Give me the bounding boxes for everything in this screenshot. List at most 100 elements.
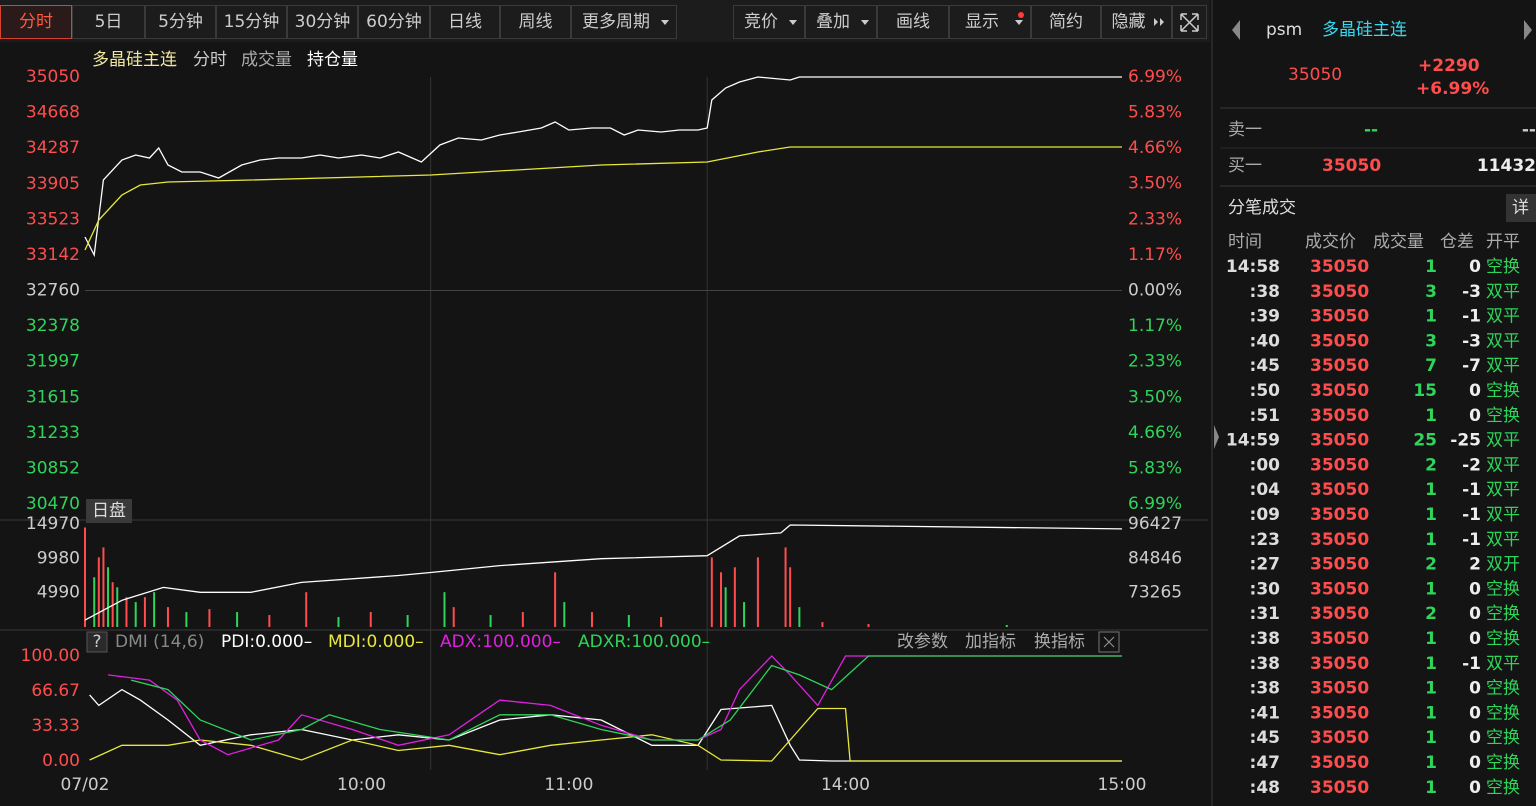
trade-type: 空换 (1486, 257, 1520, 277)
period-button[interactable] (430, 5, 500, 39)
indicator-legend: ADXR:100.000– (578, 632, 710, 652)
trade-time: :04 (1250, 480, 1281, 500)
y-tick-label: 33905 (26, 174, 80, 194)
period-label: 30分钟 (295, 12, 351, 32)
quote-change: +2290 (1418, 56, 1480, 76)
x-tick-label: 15:00 (1098, 775, 1147, 795)
help-button[interactable] (86, 631, 108, 653)
trade-oi-change: -3 (1462, 331, 1481, 351)
period-button[interactable] (571, 5, 677, 39)
volume-bar (867, 624, 870, 627)
volume-bar (720, 572, 723, 627)
period-button[interactable] (0, 5, 72, 39)
y-tick-label: 34287 (26, 138, 80, 158)
tool-button[interactable] (877, 5, 949, 39)
detail-label: 详 (1512, 198, 1529, 218)
volume-bar (821, 622, 824, 627)
trade-oi-change: 0 (1469, 703, 1481, 723)
session-badge (86, 499, 132, 523)
trade-volume: 7 (1425, 356, 1437, 376)
trade-time: :41 (1250, 703, 1280, 723)
volume-tick-label: 14970 (26, 514, 80, 534)
volume-bar (784, 547, 787, 627)
volume-bar (710, 557, 713, 627)
trade-time: :48 (1250, 778, 1280, 798)
trade-oi-change: -1 (1462, 505, 1481, 525)
tool-label: 隐藏 (1112, 12, 1146, 32)
period-button[interactable] (358, 5, 430, 39)
y2-tick-label: 5.83% (1128, 102, 1182, 122)
trade-price: 35050 (1310, 679, 1369, 699)
trade-price: 35050 (1310, 282, 1369, 302)
trade-oi-change: 0 (1469, 679, 1481, 699)
volume-bar (743, 602, 746, 627)
trade-type: 双开 (1486, 555, 1520, 575)
dmi-line (89, 707, 1122, 762)
volume-bar (153, 592, 156, 627)
y-tick-label: 33142 (26, 245, 80, 265)
trade-type: 双平 (1486, 356, 1520, 376)
volume-bar (452, 607, 455, 627)
trade-type: 空换 (1486, 753, 1520, 773)
detail-button[interactable] (1506, 194, 1536, 222)
close-button[interactable] (1098, 631, 1120, 653)
holding-tick-label: 96427 (1128, 514, 1182, 534)
period-button[interactable] (287, 5, 358, 39)
tool-label: 显示 (965, 12, 999, 32)
volume-bar (97, 557, 100, 627)
trade-type: 空换 (1486, 679, 1520, 699)
trade-time: :38 (1250, 654, 1280, 674)
help-icon: ? (92, 632, 101, 652)
trade-volume: 2 (1425, 455, 1437, 475)
volume-bar (116, 587, 119, 627)
volume-bar (563, 602, 566, 627)
tool-label: 竞价 (744, 12, 778, 32)
period-button[interactable] (500, 5, 571, 39)
dmi-line (130, 655, 1122, 741)
tool-button[interactable] (1031, 5, 1101, 39)
period-button[interactable] (216, 5, 287, 39)
prev-arrow[interactable] (1232, 20, 1240, 40)
volume-bar (660, 617, 663, 627)
tool-label: 画线 (896, 12, 930, 32)
y-tick-label: 31615 (26, 387, 80, 407)
period-label: 更多周期 (582, 12, 650, 32)
trade-type: 双平 (1486, 431, 1520, 451)
trade-oi-change: -7 (1462, 356, 1481, 376)
trade-type: 空换 (1486, 778, 1520, 798)
volume-bar (521, 612, 524, 627)
trade-oi-change: 0 (1469, 579, 1481, 599)
trade-price: 35050 (1310, 257, 1369, 277)
period-button[interactable] (145, 5, 216, 39)
period-label: 周线 (519, 12, 553, 32)
trade-oi-change: 0 (1469, 778, 1481, 798)
trade-volume: 1 (1425, 629, 1437, 649)
tool-button[interactable] (1101, 5, 1172, 39)
volume-bar (406, 615, 409, 627)
ask-volume: -- (1522, 120, 1536, 140)
period-button[interactable] (72, 5, 145, 39)
fullscreen-icon (1180, 13, 1199, 32)
dropdown-arrow (789, 20, 797, 25)
trade-price: 35050 (1310, 455, 1369, 475)
trade-oi-change: -25 (1450, 431, 1481, 451)
trade-type: 空换 (1486, 604, 1520, 624)
trades-header: 成交量 (1373, 232, 1424, 252)
dropdown-arrow (861, 20, 869, 25)
indicator-legend: PDI:0.000– (221, 632, 312, 652)
y-tick-label: 30470 (26, 494, 80, 514)
y2-tick-label: 6.99% (1128, 494, 1182, 514)
volume-bar (102, 547, 105, 627)
legend-item: 分时 (193, 50, 227, 70)
trade-price: 35050 (1310, 356, 1369, 376)
trade-volume: 1 (1425, 654, 1437, 674)
period-label: 60分钟 (366, 12, 422, 32)
trade-oi-change: -1 (1462, 654, 1481, 674)
next-arrow[interactable] (1524, 20, 1532, 40)
bid-price: 35050 (1322, 156, 1381, 176)
holding-line (84, 524, 1123, 621)
quote-code: psm (1266, 20, 1302, 40)
trade-time: 14:59 (1226, 431, 1280, 451)
trade-price: 35050 (1310, 604, 1369, 624)
collapse-arrow[interactable] (1214, 425, 1219, 449)
